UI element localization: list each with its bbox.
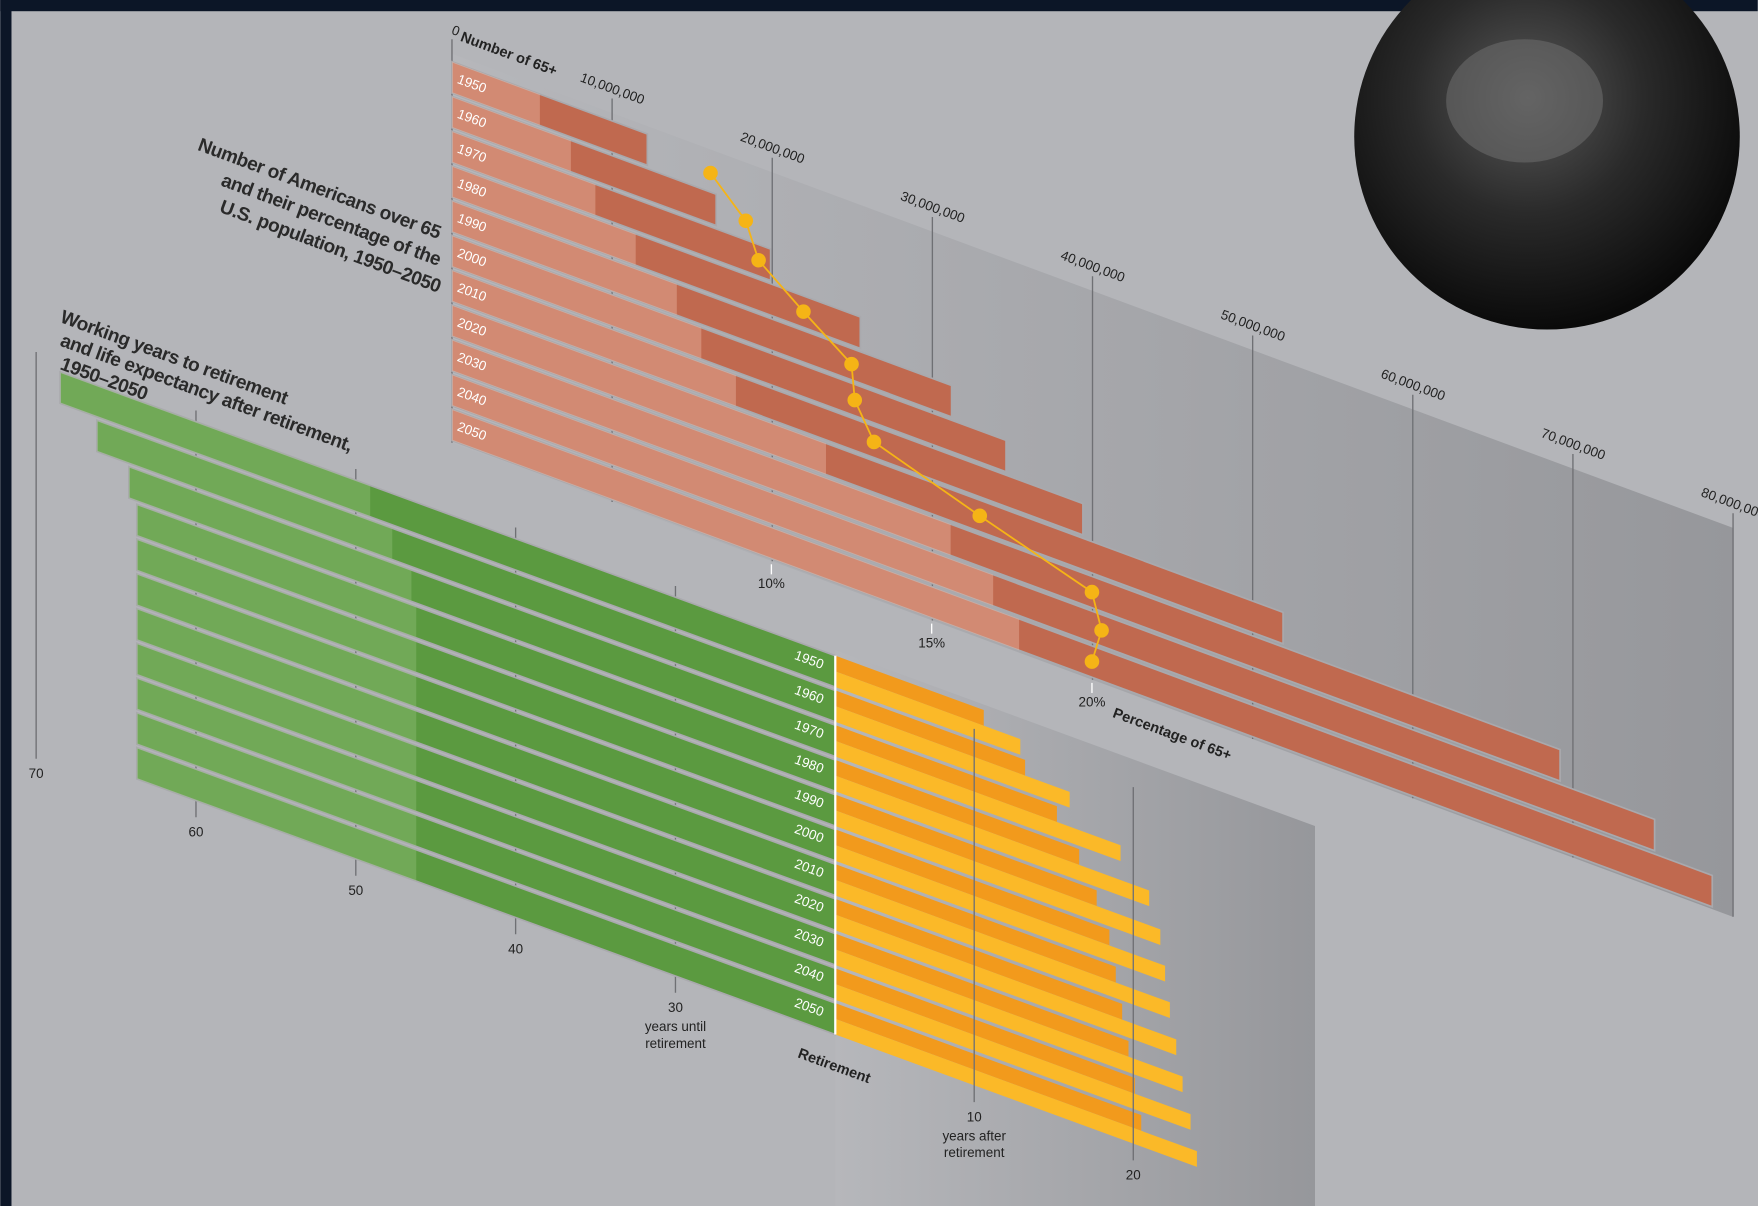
x-axis-title: retirement [645, 1036, 706, 1051]
bar-highlight [451, 270, 736, 407]
working-years-chart: 70 60 50 40 30 years until retirement 10 20 years… [29, 307, 1197, 1183]
bar [835, 898, 1123, 1020]
bar [835, 829, 1110, 946]
x-axis-title: retirement [944, 1145, 1005, 1160]
percentage-dot [751, 252, 766, 268]
bar-highlight [451, 61, 540, 126]
bar [451, 373, 1656, 852]
bar-highlight [451, 165, 636, 266]
percentage-dot [1084, 584, 1100, 600]
x2-tick-label: 20% [1079, 695, 1106, 710]
bar [451, 303, 1284, 645]
bar-highlight [136, 712, 417, 847]
bar-highlight [136, 539, 417, 673]
bar [451, 268, 1084, 537]
percentage-dot [847, 392, 863, 408]
bar-highlight [128, 466, 412, 602]
bar-highlight [136, 608, 417, 743]
bar-highlight [136, 678, 417, 812]
left-border [0, 0, 12, 1206]
bar [835, 864, 1116, 983]
bar [835, 968, 1135, 1094]
bar [451, 95, 718, 227]
x-axis-title: years after [942, 1128, 1006, 1143]
bar [835, 690, 1026, 776]
percentage-dot [972, 508, 988, 524]
bar-highlight [451, 200, 677, 316]
bar-highlight [451, 304, 826, 475]
percentage-dot [866, 434, 882, 450]
top-border [0, 0, 1758, 12]
percentage-dot [703, 165, 718, 181]
bar [835, 879, 1170, 1018]
bar-highlight [136, 573, 417, 708]
bar [835, 845, 1166, 982]
bar [835, 775, 1150, 907]
x-tick-label: 20 [1126, 1168, 1141, 1183]
bar-highlight [96, 420, 393, 560]
bar [835, 740, 1121, 861]
x2-tick-label: 15% [918, 635, 945, 650]
percentage-dot [1094, 623, 1109, 638]
x-tick-label: 50 [348, 883, 363, 898]
bar [835, 655, 984, 726]
bar [835, 984, 1191, 1130]
bar [451, 338, 1561, 783]
x-tick-label: 10 [967, 1109, 982, 1124]
percentage-dot [1084, 654, 1100, 669]
x-tick-label: 70 [29, 766, 44, 781]
bar-highlight [451, 96, 571, 172]
bar-highlight [451, 374, 994, 606]
bar [835, 1003, 1142, 1131]
x-tick-label: 30 [668, 1000, 683, 1015]
bar [835, 810, 1161, 946]
bar-highlight [451, 235, 702, 360]
bar [835, 933, 1129, 1057]
bar [451, 234, 1007, 473]
bar [835, 794, 1097, 907]
bar [451, 60, 649, 167]
bar [835, 1018, 1197, 1167]
bar [451, 199, 953, 419]
x-tick-label: 60 [188, 825, 203, 840]
percentage-dot [738, 213, 754, 229]
bar-highlight [451, 409, 1020, 651]
bar-highlight [136, 643, 417, 777]
bar [835, 725, 1057, 822]
bar-highlight [136, 504, 417, 638]
bar [835, 914, 1177, 1056]
bar-highlight [451, 339, 951, 556]
bar [835, 759, 1080, 865]
bar [451, 164, 862, 350]
bar [835, 706, 1070, 808]
x-tick-label: 40 [508, 942, 523, 957]
bar [451, 129, 772, 282]
photo-face [1446, 39, 1604, 163]
bar-highlight [451, 131, 596, 216]
bar-highlight [136, 747, 417, 882]
percentage-dot [796, 304, 811, 319]
x-axis-title: years until [645, 1019, 706, 1034]
x2-tick-label: 10% [758, 576, 785, 591]
bar-highlight [60, 371, 371, 517]
bar [451, 407, 1714, 908]
percentage-dot [844, 356, 859, 372]
bar [835, 949, 1183, 1093]
